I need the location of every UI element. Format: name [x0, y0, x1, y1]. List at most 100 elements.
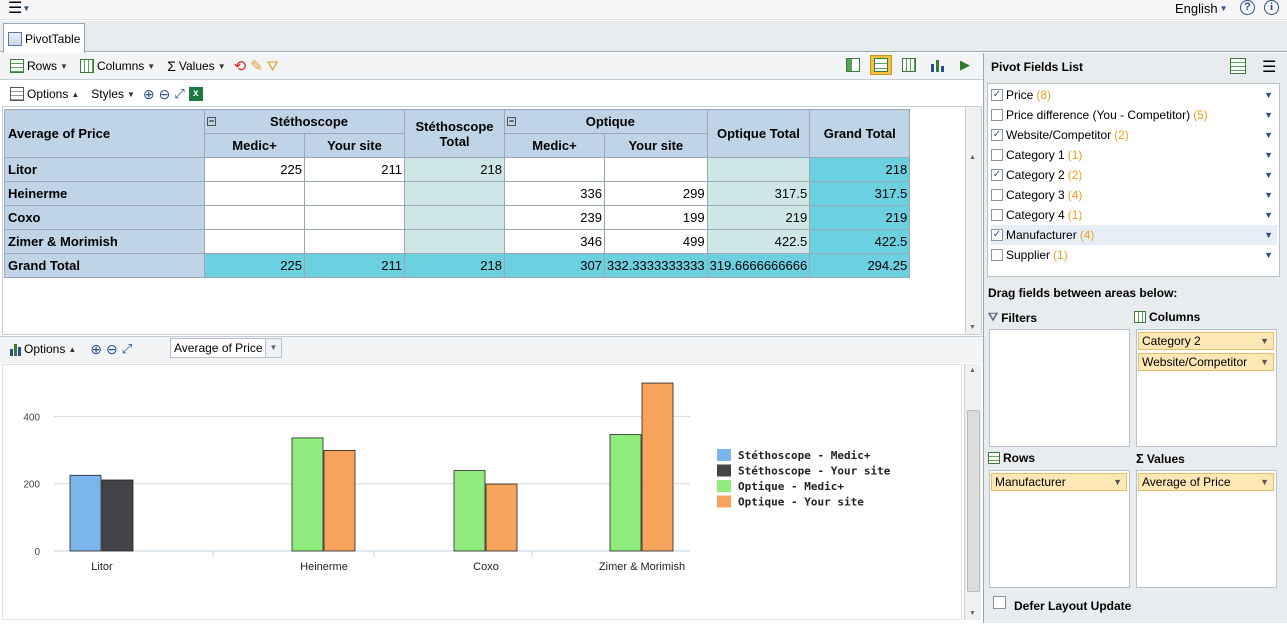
field-checkbox[interactable] [991, 249, 1003, 261]
help-icon[interactable]: ? [1240, 0, 1255, 15]
cell[interactable]: 336 [504, 181, 605, 206]
defer-layout-checkbox[interactable] [993, 596, 1006, 609]
chevron-down-icon[interactable]: ▼ [1260, 477, 1269, 487]
field-checkbox[interactable] [991, 149, 1003, 161]
chart-options-button[interactable]: Options ▲ [6, 339, 80, 359]
cell[interactable]: 317.5 [809, 181, 911, 206]
field-checkbox[interactable]: ✓ [991, 229, 1003, 241]
field-checkbox[interactable]: ✓ [991, 169, 1003, 181]
row-header[interactable]: Coxo [4, 205, 205, 230]
chevron-down-icon[interactable]: ▼ [1264, 110, 1273, 120]
row-header[interactable]: Heinerme [4, 181, 205, 206]
cell[interactable]: 346 [504, 229, 605, 254]
field-item[interactable]: Category 1 (1) ▼ [991, 145, 1277, 165]
field-checkbox[interactable] [991, 209, 1003, 221]
styles-button[interactable]: Styles ▼ [87, 84, 139, 104]
field-checkbox[interactable]: ✓ [991, 129, 1003, 141]
tab-pivottable[interactable]: PivotTable [3, 23, 85, 53]
column-chip-website[interactable]: Website/Competitor ▼ [1138, 353, 1274, 371]
swap-icon[interactable]: ⟲ [233, 58, 247, 75]
cell[interactable]: 422.5 [809, 229, 911, 254]
field-checkbox[interactable] [991, 109, 1003, 121]
cell[interactable]: 299 [604, 181, 708, 206]
field-checkbox[interactable]: ✓ [991, 89, 1003, 101]
cell[interactable] [404, 229, 505, 254]
table-options-button[interactable]: Options ▲ [6, 84, 83, 104]
chevron-down-icon[interactable]: ▼ [1113, 477, 1122, 487]
cell[interactable]: 218 [404, 253, 505, 278]
zoom-in-icon[interactable]: ⊕ [90, 340, 103, 357]
clear-filter-icon[interactable]: ⛛ [266, 57, 279, 74]
cell[interactable] [304, 229, 405, 254]
export-icon[interactable]: ▶ [960, 57, 970, 72]
group-header-optique[interactable]: − Optique [504, 109, 708, 134]
field-item[interactable]: Category 3 (4) ▼ [991, 185, 1277, 205]
cell[interactable]: 307 [504, 253, 605, 278]
chart-vertical-scrollbar[interactable]: ▲ ▼ [964, 364, 981, 620]
field-item[interactable]: Category 4 (1) ▼ [991, 205, 1277, 225]
cell[interactable]: 211 [304, 253, 405, 278]
cell[interactable] [404, 181, 505, 206]
column-chip-category2[interactable]: Category 2 ▼ [1138, 332, 1274, 350]
value-chip-average-price[interactable]: Average of Price ▼ [1138, 473, 1274, 491]
row-chip-manufacturer[interactable]: Manufacturer ▼ [991, 473, 1127, 491]
field-checkbox[interactable] [991, 189, 1003, 201]
filters-drop-area[interactable] [989, 329, 1130, 447]
cell[interactable] [204, 181, 305, 206]
measure-select[interactable]: Average of Price ▼ [170, 338, 282, 358]
cell[interactable]: 422.5 [706, 229, 811, 254]
cell[interactable]: 218 [404, 157, 505, 182]
values-button[interactable]: Σ Values ▼ [163, 56, 229, 76]
zoom-in-icon[interactable]: ⊕ [142, 85, 155, 102]
chevron-down-icon[interactable]: ▼ [1264, 90, 1273, 100]
field-item[interactable]: Supplier (1) ▼ [991, 245, 1277, 265]
cell[interactable]: 317.5 [706, 181, 811, 206]
group-header-stethoscope[interactable]: − Stéthoscope [204, 109, 405, 134]
chevron-down-icon[interactable]: ▼ [1264, 190, 1273, 200]
row-header[interactable]: Zimer & Morimish [4, 229, 205, 254]
cell[interactable]: 332.3333333333 [604, 253, 708, 278]
row-header[interactable]: Litor [4, 157, 205, 182]
chevron-down-icon[interactable]: ▼ [1264, 130, 1273, 140]
zoom-out-icon[interactable]: ⊖ [106, 340, 118, 357]
add-field-icon[interactable] [1230, 58, 1246, 74]
menu-icon[interactable]: ☰ [1262, 59, 1277, 76]
chart-view-icon[interactable] [926, 55, 948, 75]
cell[interactable] [204, 229, 305, 254]
layout-outline-icon[interactable] [870, 55, 892, 75]
cell[interactable]: 211 [304, 157, 405, 182]
clear-brush-icon[interactable]: ✎ [250, 58, 263, 75]
chevron-down-icon[interactable]: ▼ [1264, 170, 1273, 180]
cell[interactable]: 294.25 [809, 253, 911, 278]
cell[interactable]: 219 [706, 205, 811, 230]
chevron-down-icon[interactable]: ▼ [1264, 150, 1273, 160]
cell[interactable]: 225 [204, 253, 305, 278]
field-item[interactable]: Price difference (You - Competitor) (5) ▼ [991, 105, 1277, 125]
cell[interactable]: 199 [604, 205, 708, 230]
chevron-down-icon[interactable]: ▼ [1260, 336, 1269, 346]
layout-tabular-icon[interactable] [898, 55, 920, 75]
cell[interactable]: 319.6666666666 [706, 253, 811, 278]
cell[interactable]: 219 [809, 205, 911, 230]
field-item[interactable]: ✓ Manufacturer (4) ▼ [991, 225, 1277, 245]
cell[interactable] [304, 205, 405, 230]
collapse-icon[interactable]: − [207, 116, 216, 126]
pivot-vertical-scrollbar[interactable]: ▲ ▼ [965, 107, 981, 334]
cell[interactable] [504, 157, 605, 182]
chevron-down-icon[interactable]: ▼ [1260, 357, 1269, 367]
field-item[interactable]: ✓ Category 2 (2) ▼ [991, 165, 1277, 185]
cell[interactable] [604, 157, 708, 182]
excel-export-icon[interactable]: x [188, 87, 203, 101]
cell[interactable] [404, 205, 505, 230]
collapse-icon[interactable]: − [507, 116, 516, 126]
field-item[interactable]: ✓ Website/Competitor (2) ▼ [991, 125, 1277, 145]
cell[interactable] [706, 157, 811, 182]
fullscreen-icon[interactable]: ⤢ [174, 86, 185, 101]
cell[interactable]: 218 [809, 157, 911, 182]
cell[interactable]: 225 [204, 157, 305, 182]
chevron-down-icon[interactable]: ▼ [1264, 230, 1273, 240]
cell[interactable]: 499 [604, 229, 708, 254]
zoom-out-icon[interactable]: ⊖ [158, 85, 171, 102]
cell[interactable] [204, 205, 305, 230]
fullscreen-icon[interactable]: ⤢ [121, 341, 133, 356]
